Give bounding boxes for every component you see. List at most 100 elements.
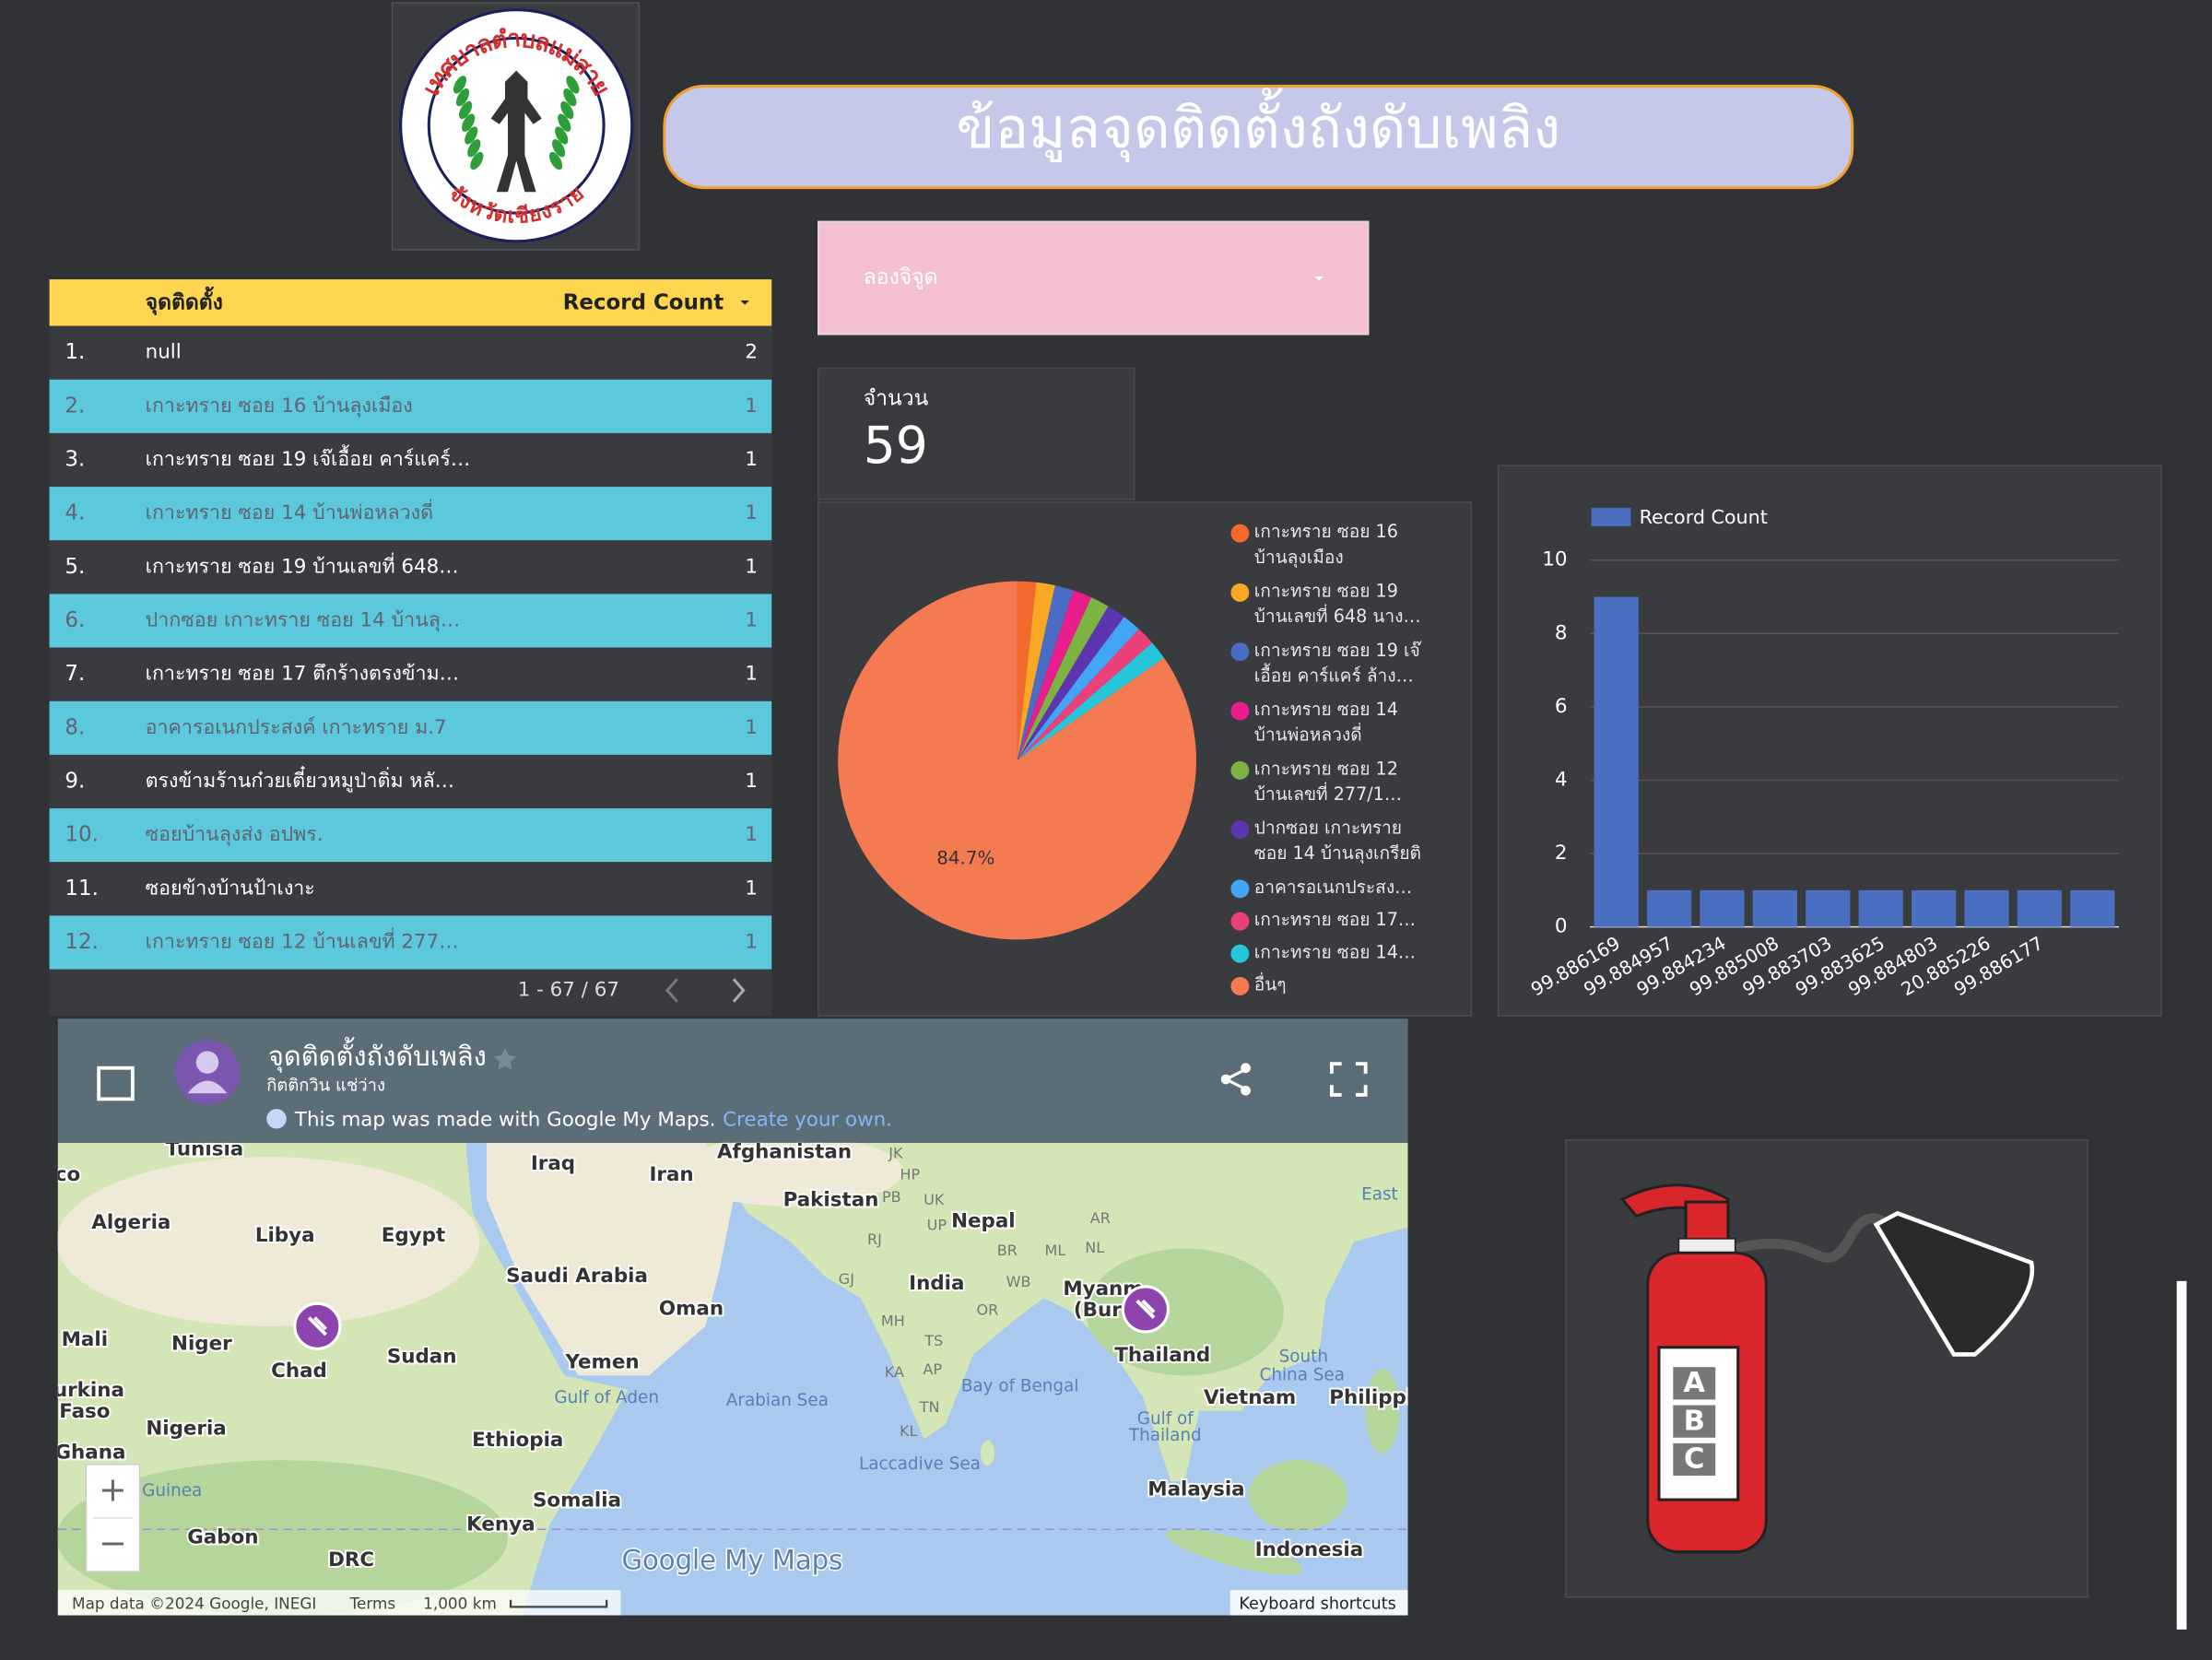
map-label: Malaysia [1147, 1478, 1244, 1501]
laurel-leaf [560, 100, 574, 120]
table-header-cell[interactable]: Record Count [563, 291, 724, 315]
scorecard-label: จำนวน [864, 387, 929, 411]
map-small-label: RJ [867, 1230, 882, 1248]
class-box [1673, 1367, 1716, 1400]
row-label: เกาะทราย ซอย 19 บ้านเลขที่ 648… [146, 552, 459, 578]
map-label: Kenya [466, 1513, 535, 1536]
map-small-label: TS [924, 1332, 943, 1349]
fullscreen-icon[interactable] [1329, 1062, 1368, 1097]
map-label: Saudi Arabia [506, 1265, 648, 1288]
row-index: 8. [65, 715, 85, 739]
dropdown-caret [1314, 277, 1324, 281]
legend-item: เกาะทราย ซอย 17… [1254, 909, 1416, 930]
pagination: 1 - 67 / 67 [518, 979, 619, 1002]
desert [57, 1157, 480, 1326]
row-index: 7. [65, 662, 85, 686]
legend-item: เกาะทราย ซอย 19 เจ๊เอื้อย คาร์แคร์ ล้าง… [1253, 639, 1420, 686]
map-small-label: JK [888, 1145, 903, 1162]
map-label: co [55, 1163, 80, 1186]
map-small-label: BR [997, 1242, 1018, 1259]
table-row [49, 379, 772, 433]
island [1166, 1528, 1303, 1575]
pie-slice [1017, 590, 1092, 761]
land [705, 1142, 1408, 1482]
prev-page[interactable] [665, 978, 678, 1003]
table-row [49, 647, 772, 701]
island [980, 1440, 995, 1466]
legend-swatch [1230, 820, 1250, 839]
zoom-in[interactable]: + [99, 1469, 127, 1509]
bar [1700, 889, 1745, 927]
map-label: Sudan [387, 1345, 457, 1368]
map-small-label: AR [1090, 1209, 1111, 1227]
legend-item: เกาะทราย ซอย 19 บ้านเลขที่ 648 นาง… [1254, 580, 1421, 627]
row-label: เกาะทราย ซอย 19 เจ๊เอื้อย คาร์แคร์… [146, 444, 471, 471]
map-author: กิตติกวิน แช่ว่าง [266, 1077, 385, 1096]
bar [2070, 889, 2115, 927]
legend-label: เกาะทราย ซอย 16 บ้านลุงเมือง [1253, 520, 1398, 568]
map-link[interactable]: Create your own. [723, 1108, 892, 1131]
legend-label: เกาะทราย ซอย 19 เจ๊เอื้อย คาร์แคร์ ล้าง… [1253, 639, 1420, 686]
next-page[interactable] [732, 978, 746, 1003]
forest [57, 1460, 508, 1616]
map-notice: This map was made with Google My Maps. [294, 1108, 716, 1131]
laurel-leaf [563, 88, 577, 107]
pie-slice [1017, 606, 1124, 761]
sidebar-toggle[interactable] [97, 1065, 135, 1101]
y-tick-label: 0 [1555, 915, 1568, 938]
bar [1911, 889, 1957, 927]
water-label: East [1361, 1184, 1398, 1204]
map-label: Faso [59, 1400, 110, 1423]
pie-slice [1017, 642, 1164, 761]
island [1365, 1368, 1400, 1454]
scale-bar [509, 1599, 608, 1608]
scorecard [817, 367, 1135, 500]
map-label: Ghana [54, 1442, 125, 1465]
shortcuts-bar [1230, 1590, 1408, 1616]
row-value: 1 [745, 716, 758, 739]
attribution-bar [57, 1590, 621, 1616]
legend-swatch [1230, 524, 1250, 543]
row-index: 12. [65, 930, 98, 954]
dropdown[interactable] [817, 220, 1370, 336]
row-index: 6. [65, 608, 85, 632]
legend-item: เกาะทราย ซอย 12 บ้านเลขที่ 277/1… [1254, 758, 1402, 805]
map-label: Nigeria [146, 1418, 226, 1441]
legend-swatch [1230, 912, 1250, 931]
legend-item: เกาะทราย ซอย 14… [1254, 941, 1416, 962]
map-label: (Bur [1074, 1299, 1122, 1322]
pie-slice [838, 581, 1196, 940]
map-small-label: PB [882, 1188, 901, 1206]
map-small-label: AP [923, 1360, 942, 1378]
legend-item: อาคารอเนกประสง… [1254, 877, 1413, 898]
terms[interactable]: Terms [349, 1594, 396, 1612]
map-label: Algeria [91, 1211, 171, 1234]
zoom-out[interactable]: − [99, 1524, 127, 1563]
star[interactable] [493, 1048, 517, 1070]
map-small-label: HP [900, 1166, 920, 1183]
water-label: China Sea [1260, 1365, 1345, 1384]
water-label: South [1279, 1347, 1328, 1366]
neck [1684, 1200, 1730, 1246]
map-label: Iraq [531, 1152, 575, 1175]
table-row [49, 915, 772, 970]
land [487, 1142, 734, 1376]
brand: Google My Maps [621, 1544, 842, 1575]
pie-slice [1017, 582, 1055, 761]
laurel-leaf [566, 76, 580, 94]
bar [1646, 889, 1692, 927]
forest [1086, 1248, 1284, 1376]
shortcuts[interactable]: Keyboard shortcuts [1239, 1595, 1395, 1613]
legend-swatch [1230, 944, 1250, 963]
row-label: null [146, 341, 182, 364]
map-small-label: UP [927, 1217, 947, 1234]
row-label: เกาะทราย ซอย 14 บ้านพ่อหลวงดี่ [146, 499, 433, 524]
scale: 1,000 km [423, 1594, 497, 1612]
map-label: Chad [271, 1360, 327, 1383]
table-row [49, 808, 772, 863]
bar [2017, 889, 2062, 927]
map-small-label: OR [977, 1301, 999, 1318]
map-label: Yemen [565, 1351, 640, 1374]
row-label: เกาะทราย ซอย 17 ตึกร้างตรงข้าม… [146, 663, 459, 686]
share-node [1241, 1063, 1251, 1074]
